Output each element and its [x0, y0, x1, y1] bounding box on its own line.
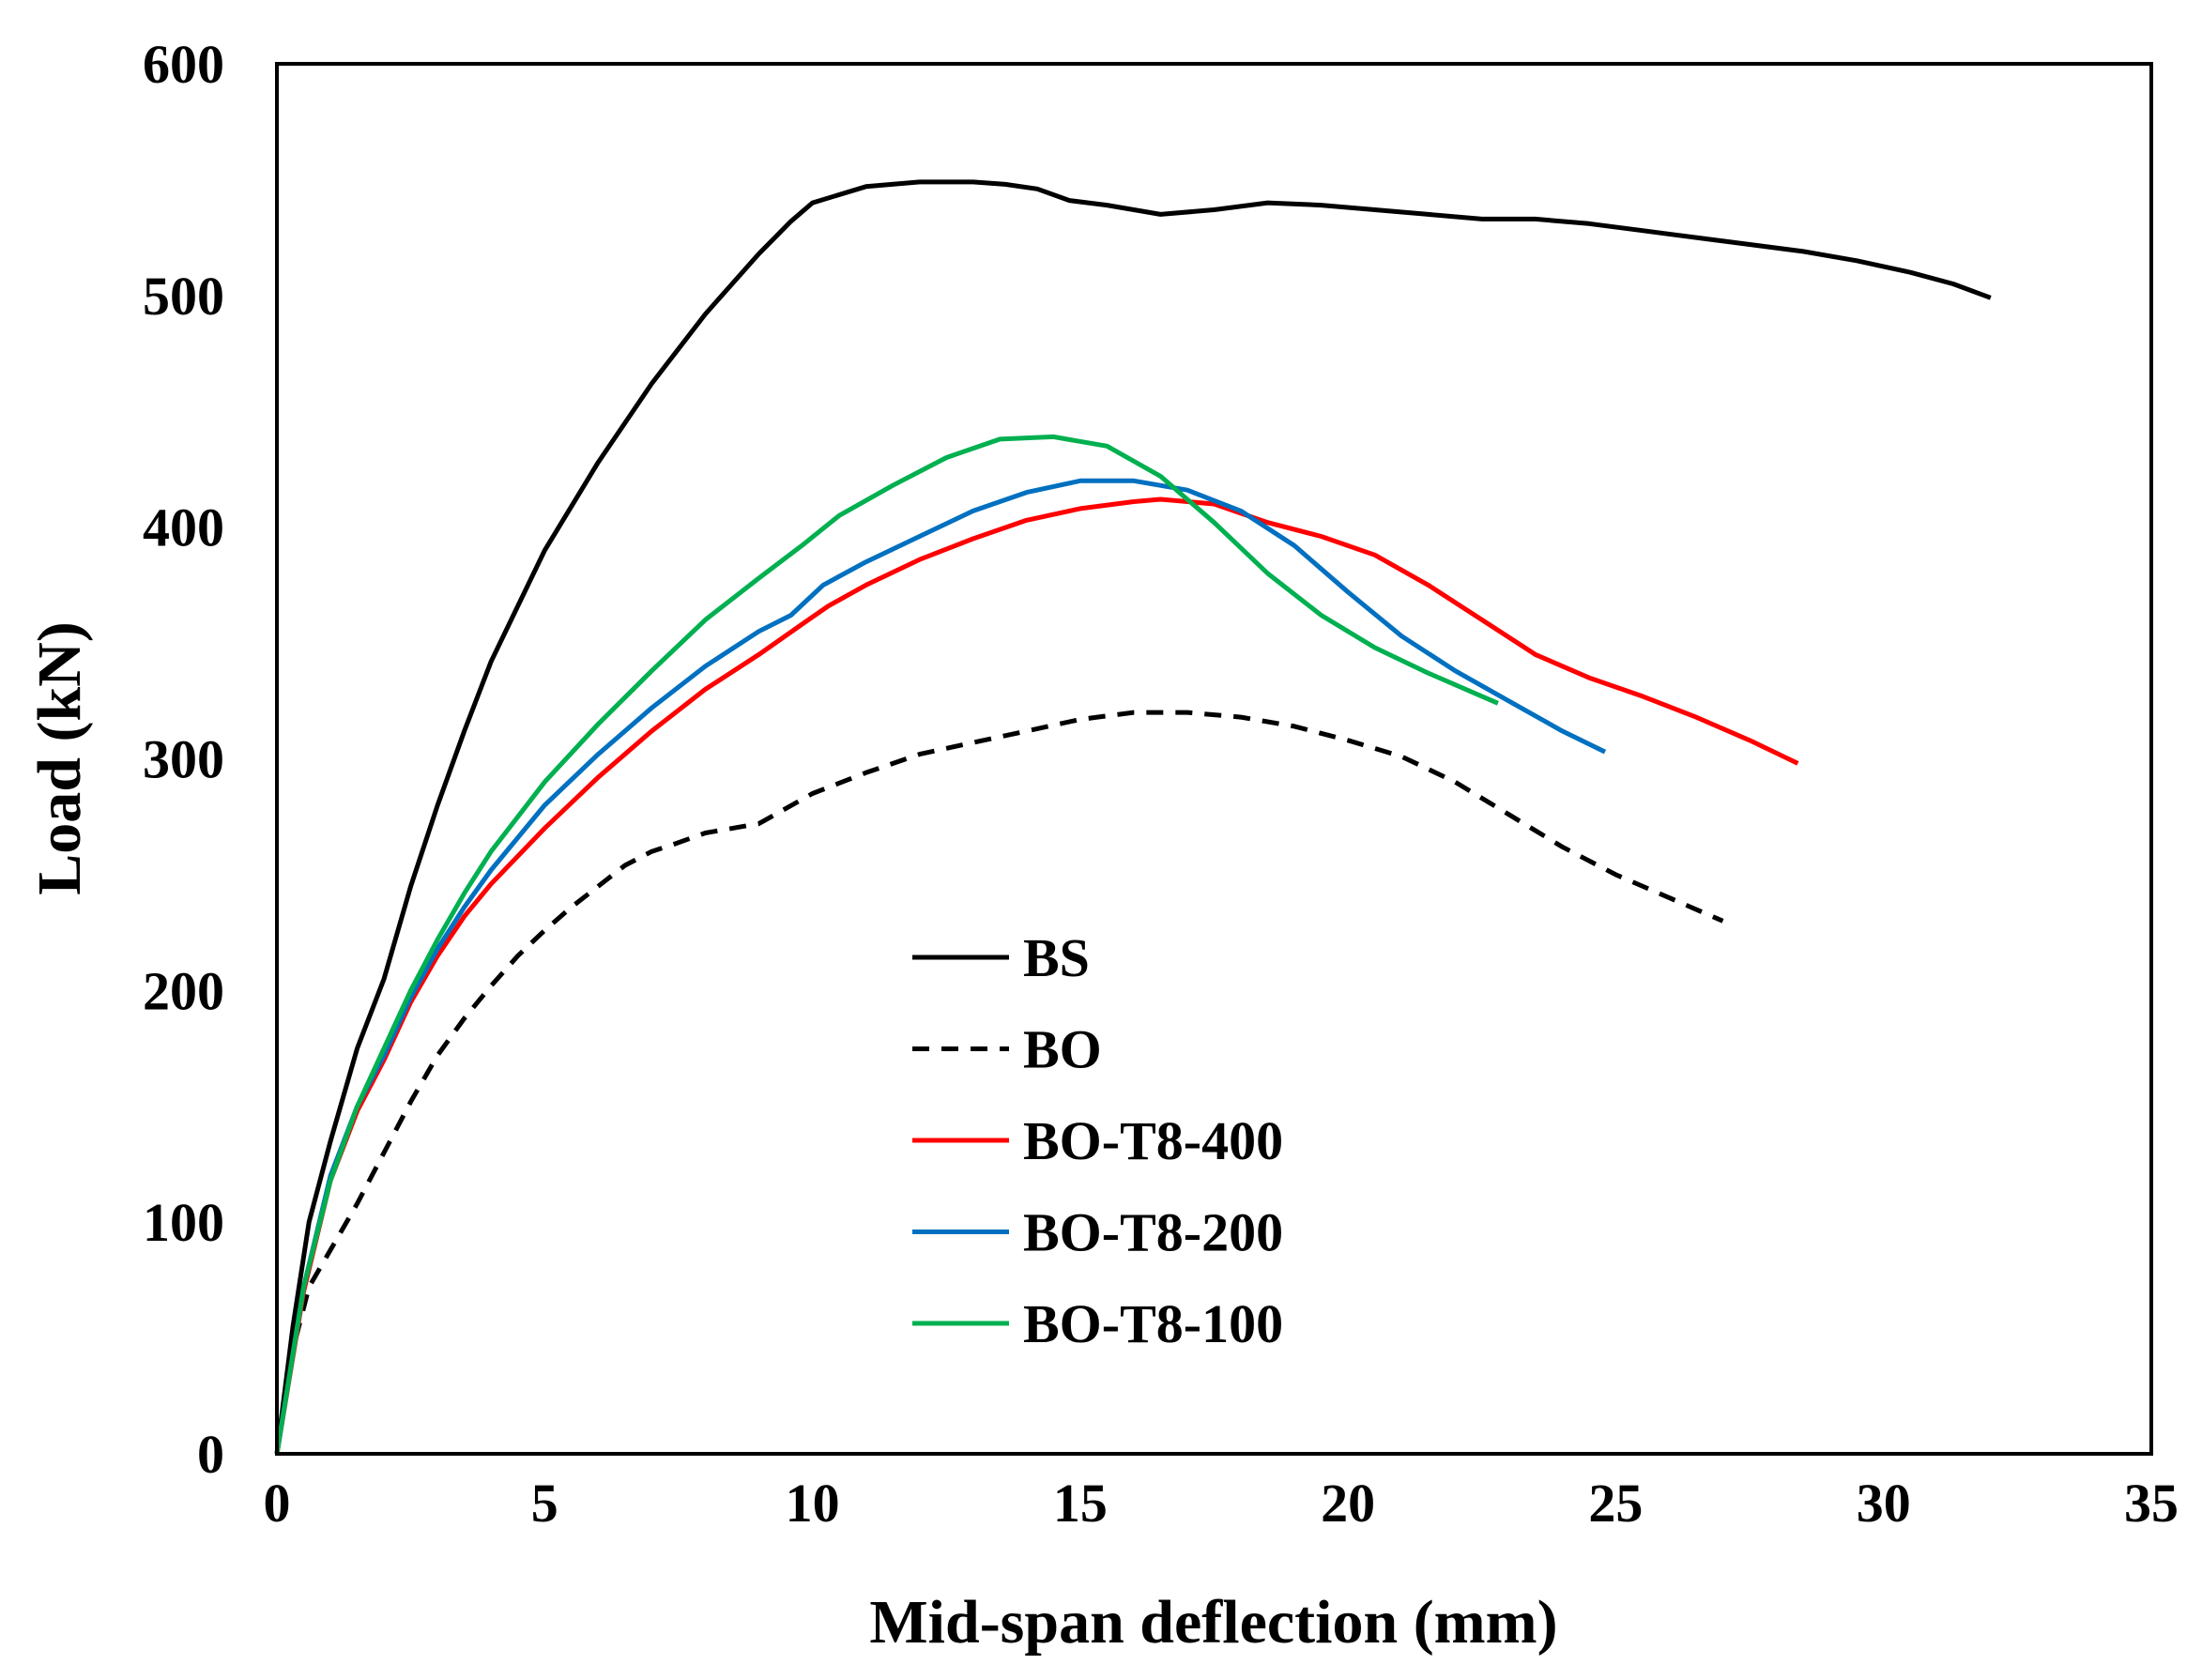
x-tick-label: 35	[2124, 1473, 2179, 1534]
x-tick-label: 15	[1053, 1473, 1108, 1534]
y-tick-label: 0	[197, 1424, 224, 1485]
series-line-bo-t8-200	[274, 478, 1607, 1455]
y-axis-ticks: 0 100 200 300 400 500 600	[143, 34, 224, 1485]
x-tick-label: 20	[1321, 1473, 1375, 1534]
legend-label-bo-t8-100: BO-T8-100	[1023, 1293, 1283, 1354]
series-line-bs	[274, 179, 1992, 1455]
y-tick-label: 600	[143, 34, 224, 95]
y-tick-label: 100	[143, 1192, 224, 1253]
x-tick-label: 10	[786, 1473, 840, 1534]
plot-area-frame	[275, 62, 2153, 1456]
x-tick-label: 30	[1857, 1473, 1911, 1534]
y-tick-label: 400	[143, 497, 224, 558]
y-axis-title: Load (kN)	[25, 621, 94, 895]
y-tick-label: 500	[143, 266, 224, 327]
x-axis-title: Mid-span deflection (mm)	[869, 1588, 1557, 1657]
series-layer	[274, 179, 1992, 1455]
legend-label-bo-t8-400: BO-T8-400	[1023, 1110, 1283, 1171]
x-tick-label: 0	[264, 1473, 291, 1534]
x-axis-ticks: 0 5 10 15 20 25 30 35	[264, 1473, 2179, 1534]
legend-label-bo-t8-200: BO-T8-200	[1023, 1202, 1283, 1263]
y-tick-label: 200	[143, 960, 224, 1021]
legend-label-bo: BO	[1023, 1019, 1102, 1080]
series-line-bo	[274, 710, 1724, 1455]
series-line-bo-t8-100	[274, 434, 1499, 1455]
x-tick-label: 5	[531, 1473, 558, 1534]
x-tick-label: 25	[1588, 1473, 1643, 1534]
series-line-bo-t8-400	[274, 496, 1799, 1455]
legend: BS BO BO-T8-400 BO-T8-200 BO-T8-100	[912, 927, 1283, 1354]
legend-label-bs: BS	[1023, 927, 1090, 988]
y-tick-label: 300	[143, 729, 224, 790]
